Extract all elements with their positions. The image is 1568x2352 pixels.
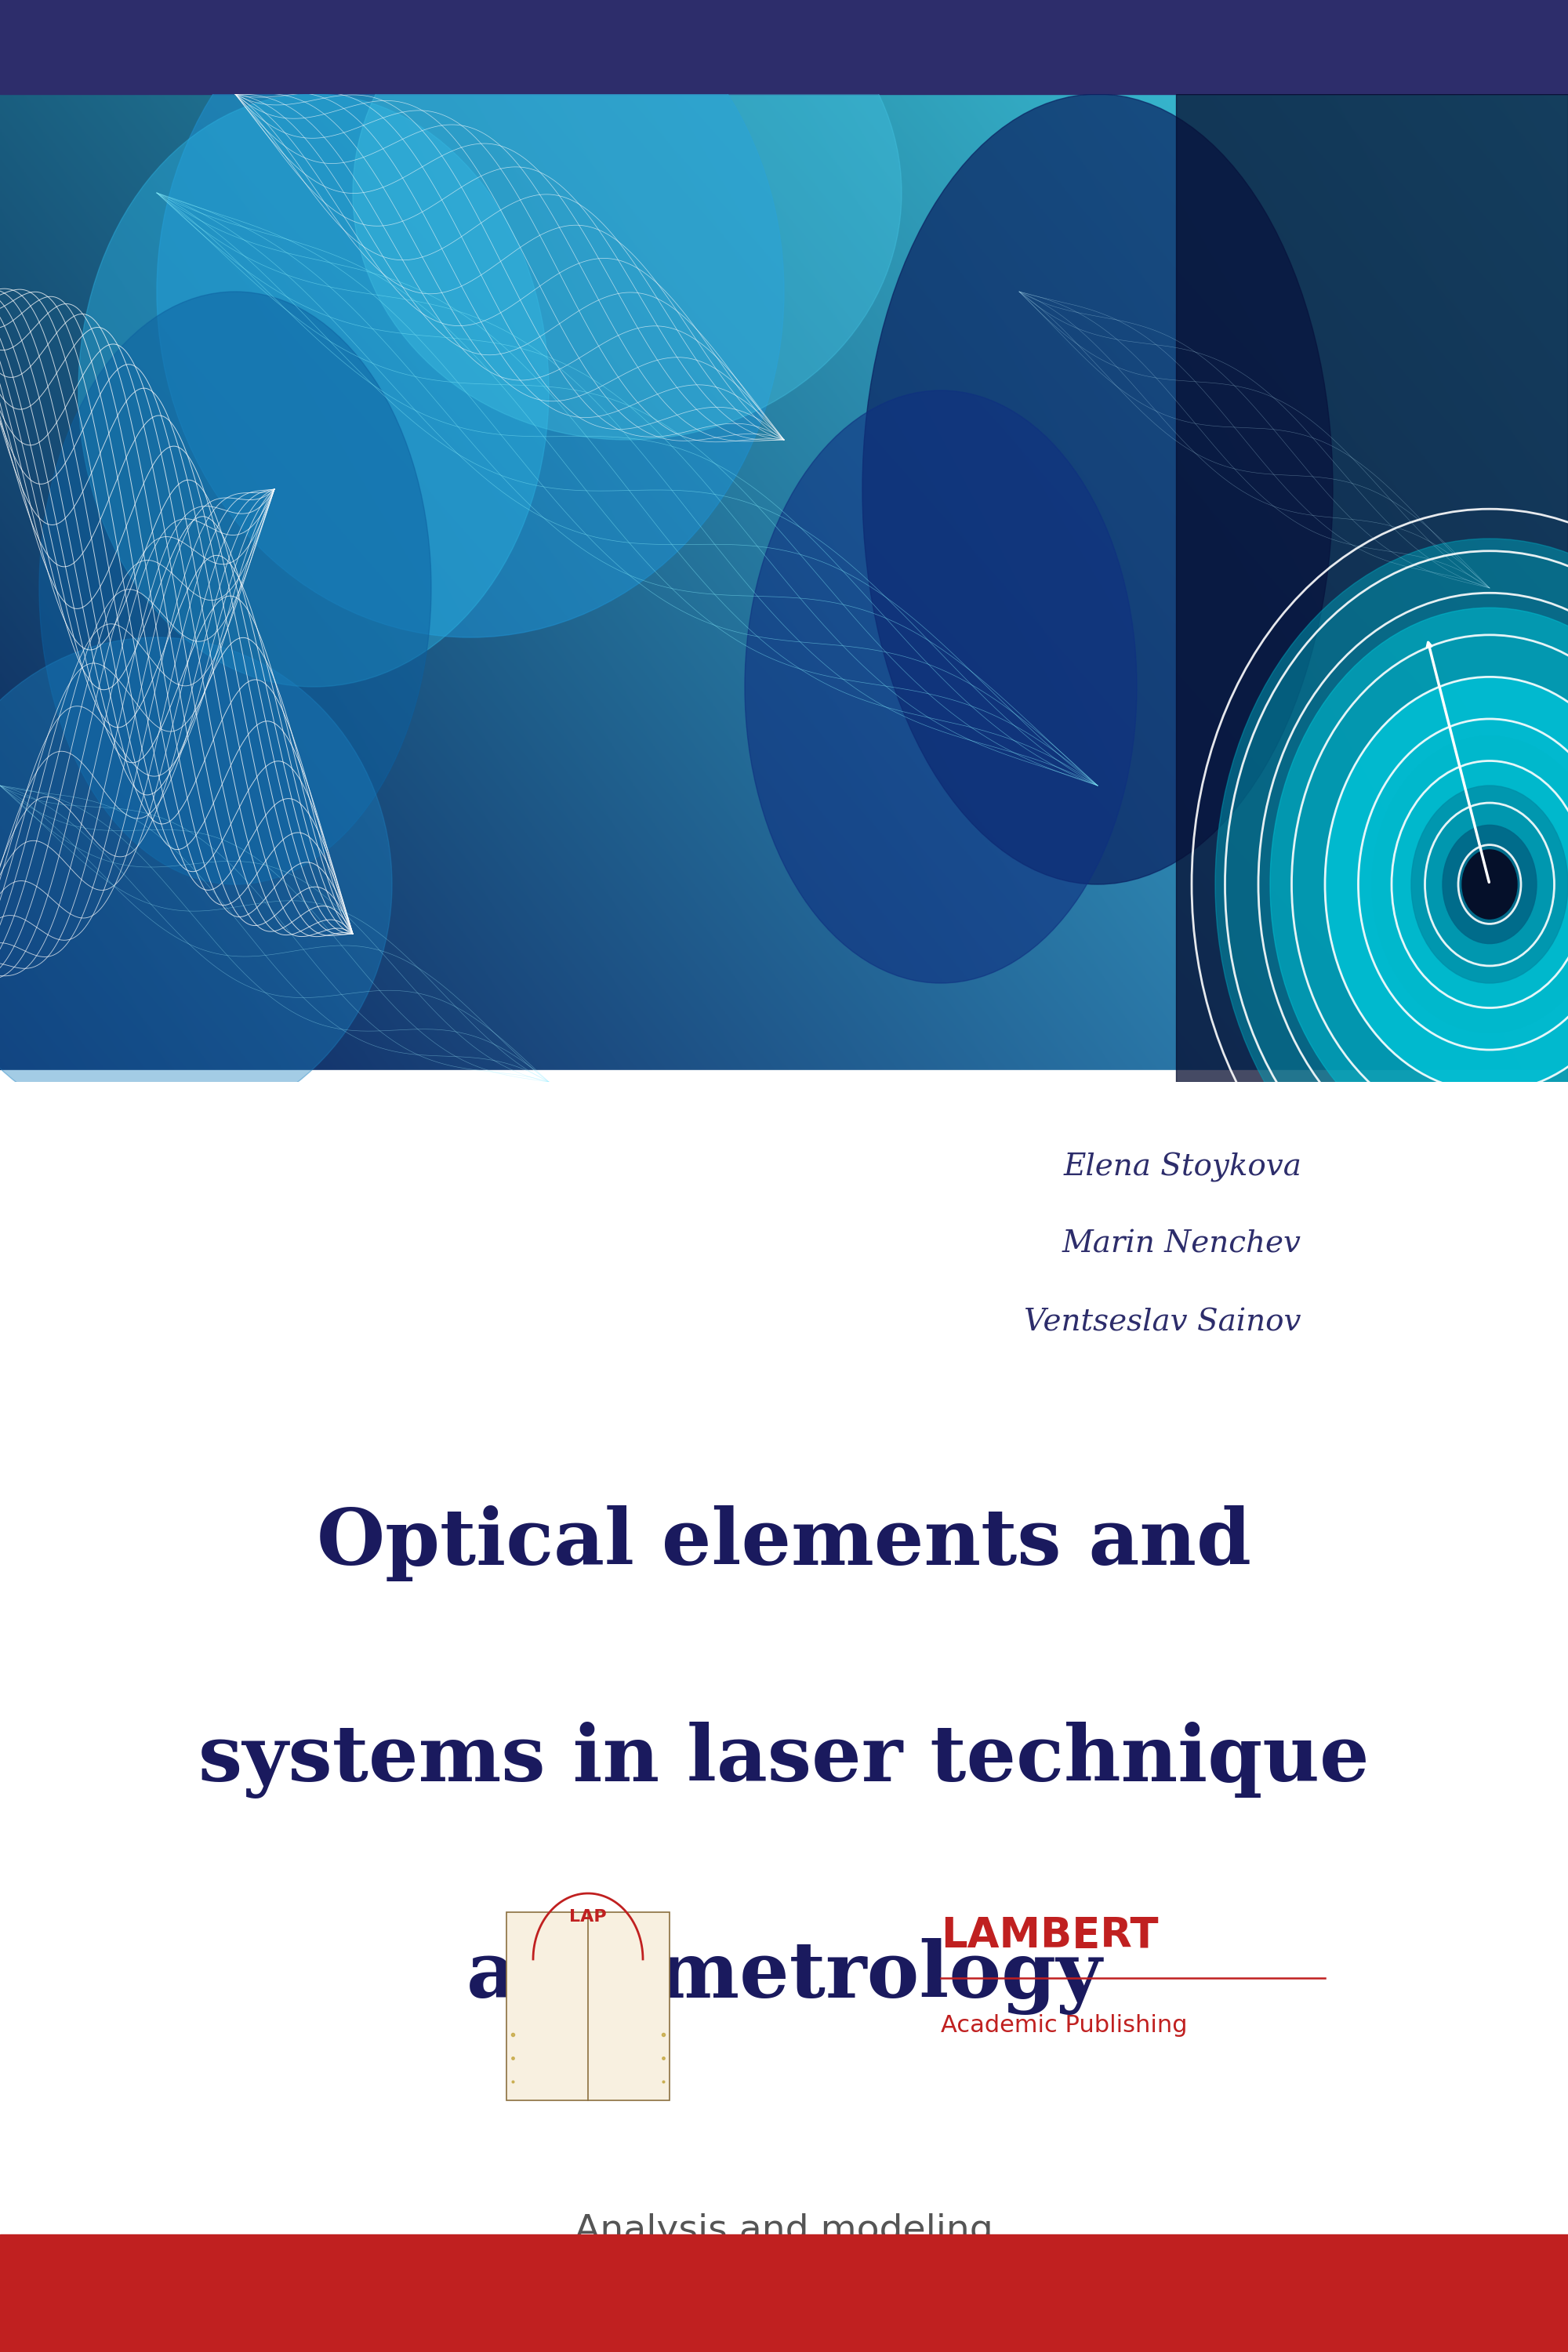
Ellipse shape <box>862 94 1333 884</box>
Text: LAMBERT: LAMBERT <box>941 1915 1159 1957</box>
Bar <box>1176 94 1568 1082</box>
Circle shape <box>1372 736 1568 1033</box>
Text: systems in laser technique: systems in laser technique <box>199 1722 1369 1799</box>
Text: LAP: LAP <box>569 1910 607 1924</box>
Circle shape <box>1443 826 1537 943</box>
Ellipse shape <box>353 0 902 440</box>
Text: Academic Publishing: Academic Publishing <box>941 2013 1187 2037</box>
Ellipse shape <box>0 637 392 1131</box>
Circle shape <box>1461 849 1518 920</box>
Ellipse shape <box>39 292 431 884</box>
Text: Optical elements and: Optical elements and <box>317 1505 1251 1581</box>
Text: Marin Nenchev: Marin Nenchev <box>1063 1230 1301 1258</box>
Ellipse shape <box>78 94 549 687</box>
Bar <box>506 1912 670 2100</box>
Ellipse shape <box>157 0 784 637</box>
Text: Ventseslav Sainov: Ventseslav Sainov <box>1024 1308 1301 1336</box>
Circle shape <box>1325 677 1568 1091</box>
Text: Analysis and modeling: Analysis and modeling <box>575 2213 993 2249</box>
Circle shape <box>1411 786 1568 983</box>
Text: and metrology: and metrology <box>466 1938 1102 2016</box>
Ellipse shape <box>745 390 1137 983</box>
Circle shape <box>1215 539 1568 1230</box>
Bar <box>0 2234 1568 2352</box>
Bar <box>0 0 1568 94</box>
Text: Elena Stoykova: Elena Stoykova <box>1063 1152 1301 1183</box>
Circle shape <box>1270 607 1568 1162</box>
Bar <box>0 1070 1568 2352</box>
